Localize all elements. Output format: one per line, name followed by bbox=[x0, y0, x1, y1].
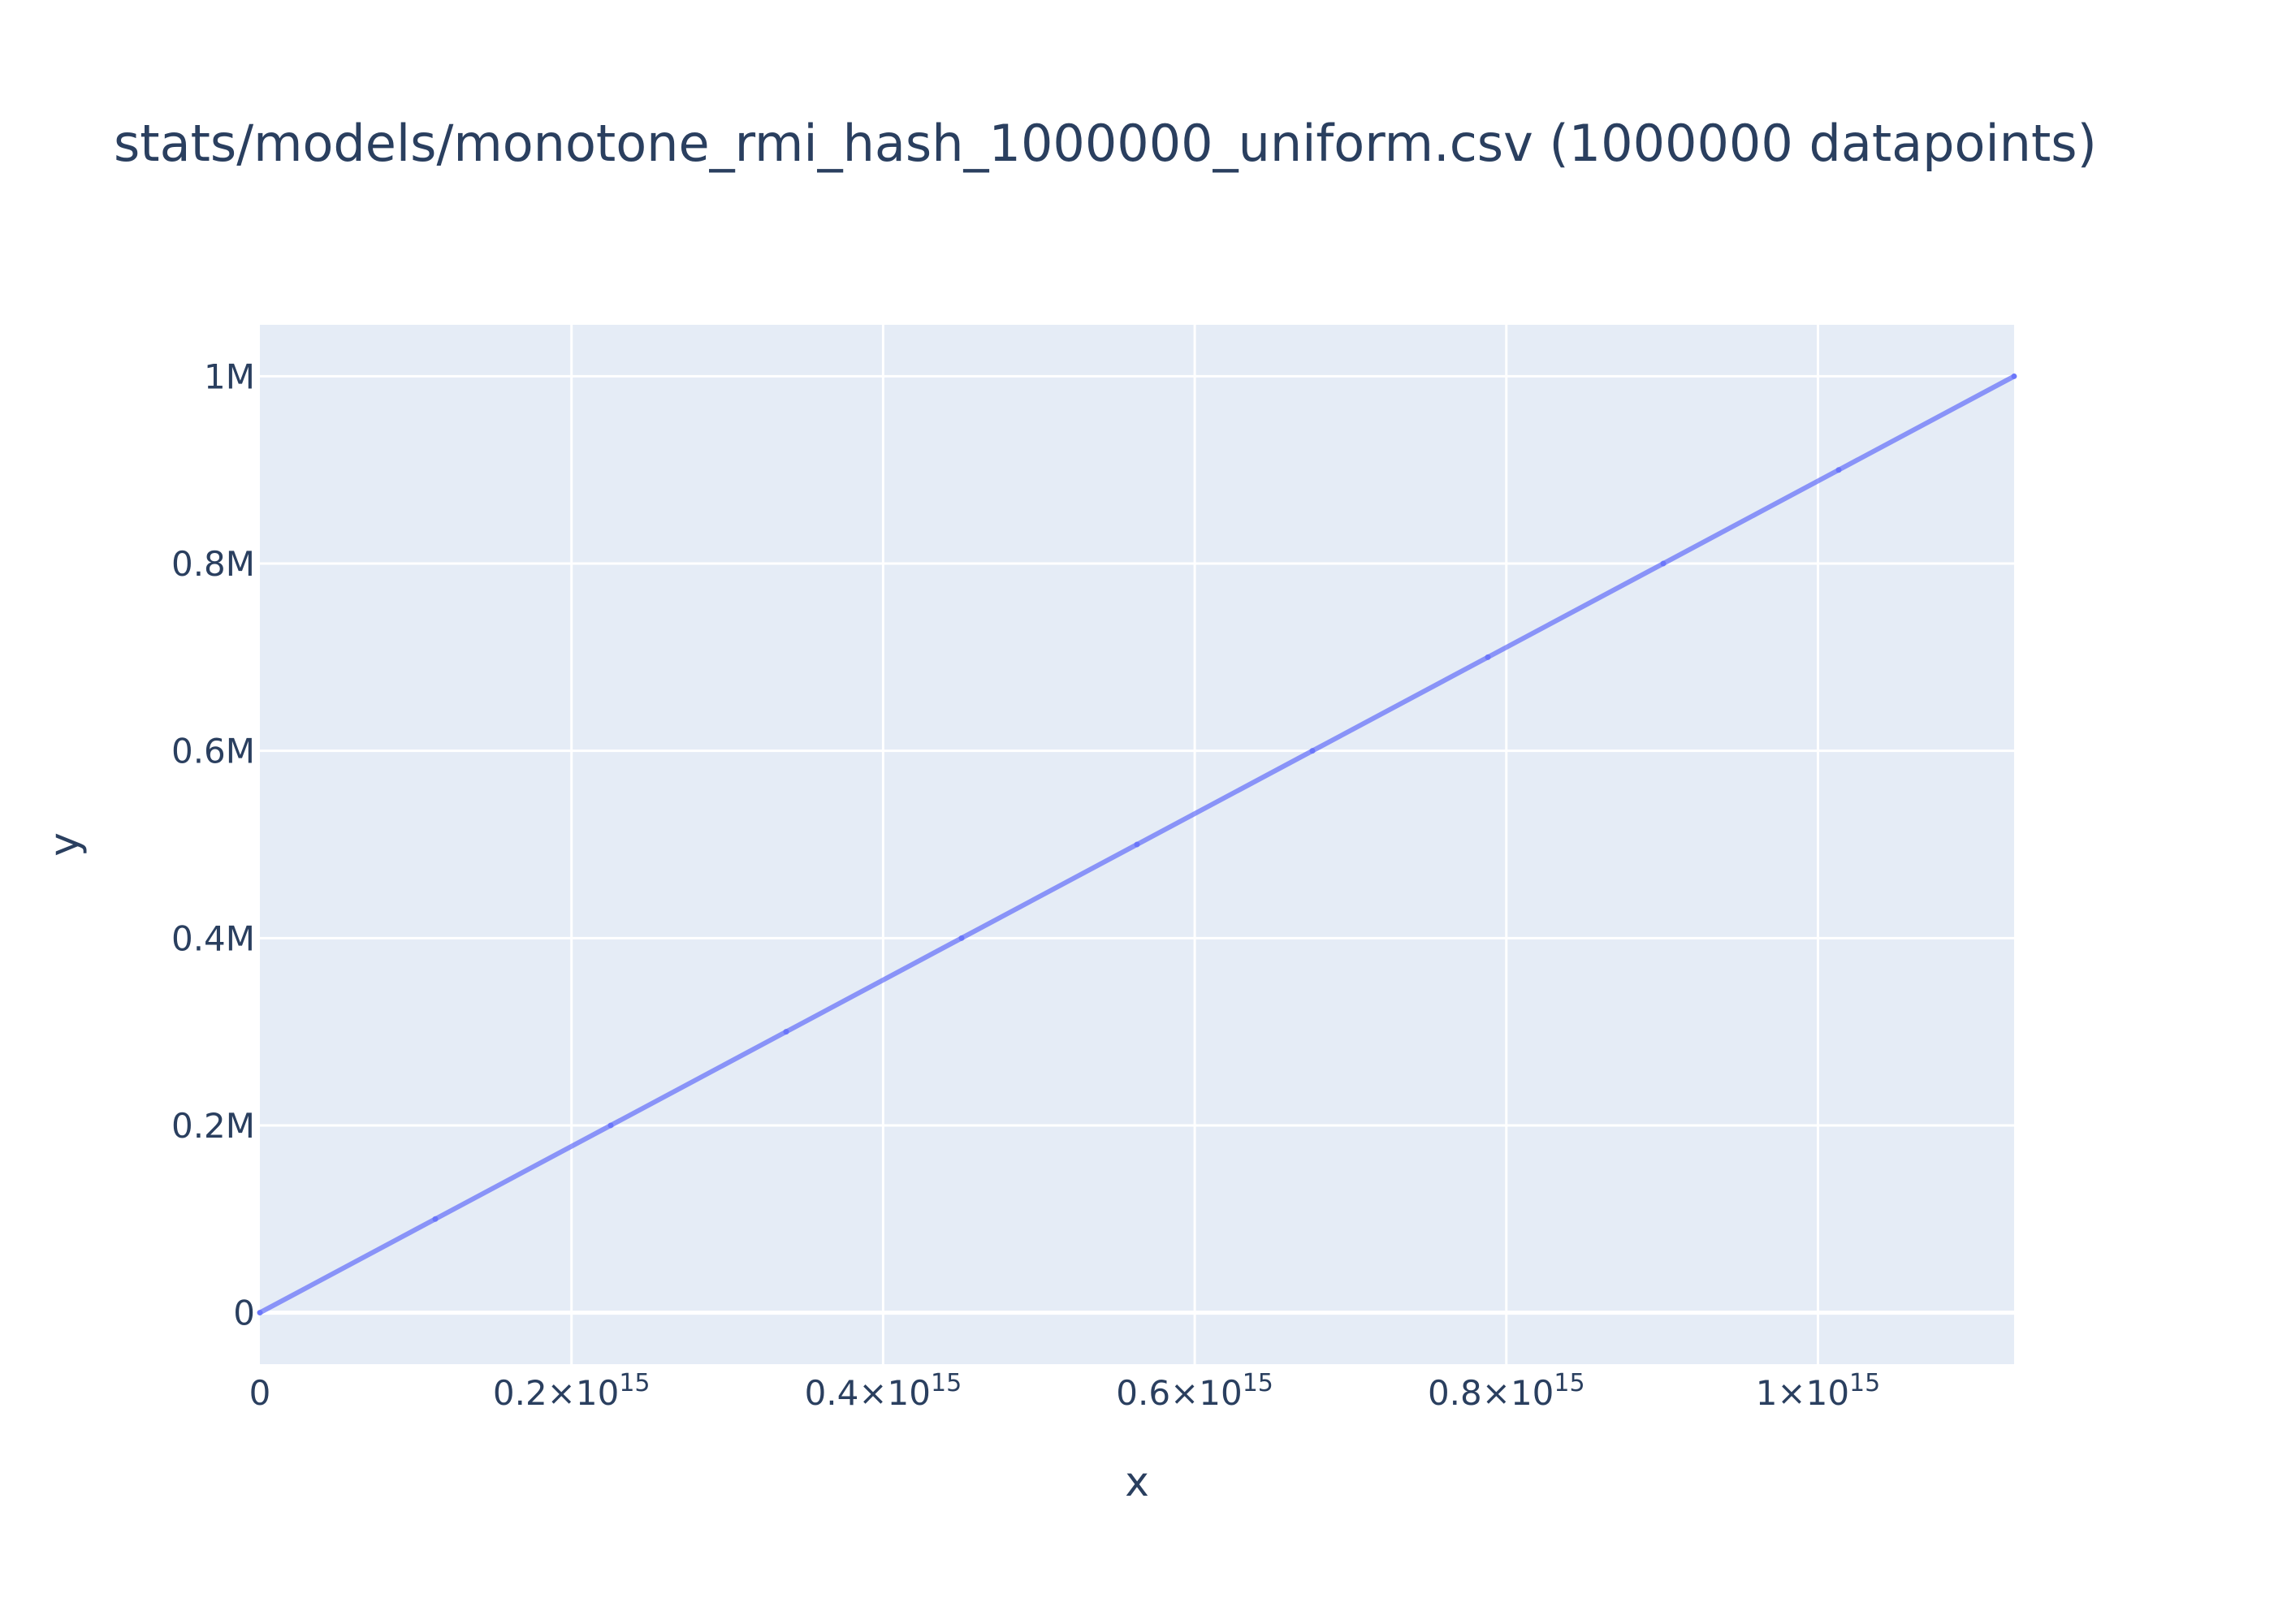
data-point bbox=[2011, 373, 2017, 379]
x-axis-ticks: 0 0.2×1015 0.4×1015 0.6×1015 0.8×1015 1×1015 bbox=[249, 1369, 1881, 1413]
y-axis-title: y bbox=[41, 832, 88, 857]
y-tick-label: 0.4M bbox=[171, 918, 255, 958]
data-point bbox=[958, 935, 965, 941]
x-tick-label: 0.2×1015 bbox=[493, 1369, 651, 1413]
data-point bbox=[1309, 748, 1316, 754]
x-tick-label: 0.8×1015 bbox=[1428, 1369, 1585, 1413]
x-axis-title: x bbox=[1125, 1458, 1149, 1505]
data-point bbox=[1134, 841, 1140, 848]
series-0 bbox=[257, 373, 2017, 1316]
series-layer bbox=[257, 373, 2017, 1316]
data-point bbox=[1485, 654, 1491, 660]
data-point bbox=[432, 1216, 439, 1222]
data-point bbox=[257, 1310, 263, 1316]
x-tick-label: 0.6×1015 bbox=[1116, 1369, 1273, 1413]
data-point bbox=[1835, 467, 1842, 473]
data-point bbox=[1660, 560, 1667, 567]
y-tick-label: 0 bbox=[233, 1294, 255, 1333]
chart-title: stats/models/monotone_rmi_hash_1000000_u… bbox=[114, 114, 2097, 173]
x-tick-label: 0.4×1015 bbox=[805, 1369, 962, 1413]
gridlines bbox=[260, 325, 2014, 1364]
y-tick-label: 0.8M bbox=[171, 544, 255, 584]
x-tick-label: 0 bbox=[249, 1373, 271, 1413]
data-point bbox=[607, 1122, 614, 1129]
y-tick-label: 0.2M bbox=[171, 1106, 255, 1146]
data-point bbox=[783, 1029, 789, 1035]
y-tick-label: 1M bbox=[204, 356, 255, 396]
x-tick-label: 1×1015 bbox=[1756, 1369, 1881, 1413]
y-axis-ticks: 0 0.2M 0.4M 0.6M 0.8M 1M bbox=[171, 356, 255, 1332]
y-tick-label: 0.6M bbox=[171, 732, 255, 771]
